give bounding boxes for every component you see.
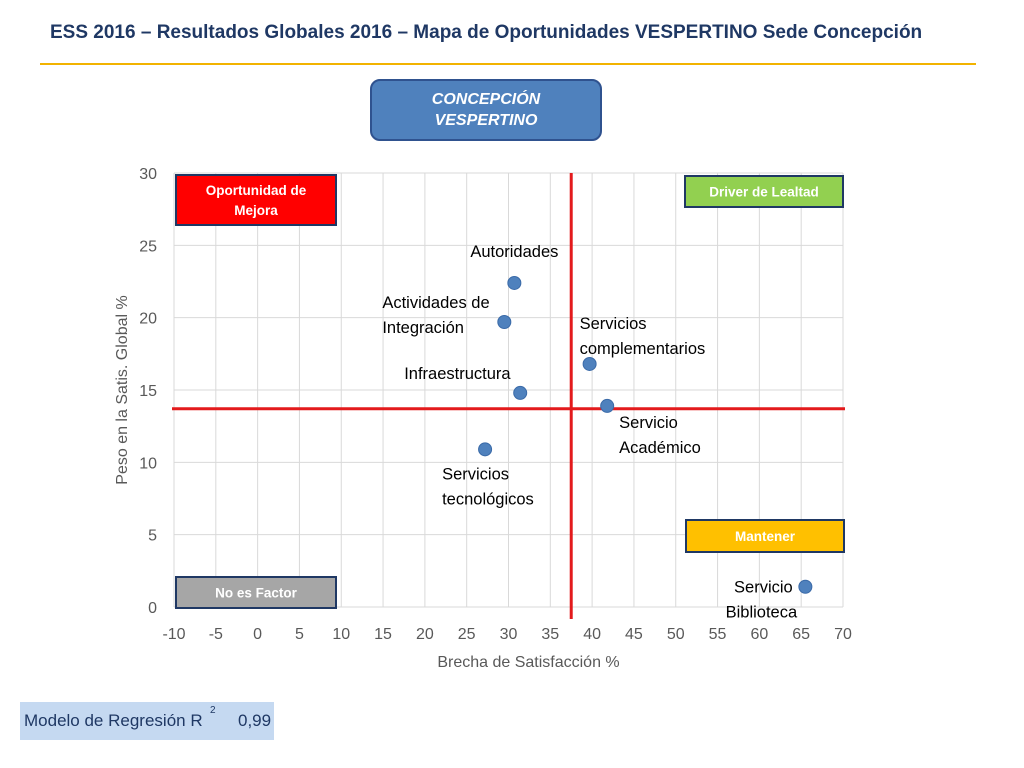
y-tick-label: 25	[139, 238, 157, 255]
data-label: tecnológicos	[442, 490, 534, 508]
x-tick-label: 30	[500, 626, 518, 643]
regression-value: 0,99	[238, 711, 272, 730]
quadrant-opportunity: Oportunidad de Mejora	[175, 174, 337, 226]
x-tick-label: 70	[834, 626, 852, 643]
quadrant-maintain-label: Mantener	[735, 529, 796, 544]
x-tick-label: 60	[750, 626, 768, 643]
x-tick-label: -10	[162, 626, 185, 643]
data-label: Servicio	[734, 579, 793, 597]
data-point	[600, 398, 615, 413]
quadrant-opportunity-label: Mejora	[234, 203, 278, 218]
x-tick-label: 45	[625, 626, 643, 643]
data-label: Integración	[382, 319, 464, 337]
y-tick-label: 30	[139, 166, 157, 183]
x-tick-label: 55	[709, 626, 727, 643]
quadrant-not-factor-box	[175, 576, 337, 609]
y-tick-label: 0	[148, 600, 157, 617]
quadrant-loyalty-driver: Driver de Lealtad	[684, 175, 844, 208]
data-label: Servicio	[619, 414, 678, 432]
data-point	[507, 275, 522, 290]
campus-box-line1: CONCEPCIÓN	[431, 91, 541, 108]
x-tick-label: 40	[583, 626, 601, 643]
regression-label: Modelo de Regresión R	[24, 711, 203, 730]
x-tick-label: 35	[541, 626, 559, 643]
scatter-chart: -10 -5 0 5 10 15 20 25 30 35 40 45 50 55 60 65 70 0 5 10 15 2…	[114, 166, 852, 671]
x-tick-label: 10	[332, 626, 350, 643]
quadrant-opportunity-label: Oportunidad de	[206, 183, 307, 198]
x-tick-label: 5	[295, 626, 304, 643]
data-point	[478, 442, 493, 457]
data-label: Servicios	[580, 315, 647, 333]
y-tick-label: 10	[139, 455, 157, 472]
regression-box: Modelo de Regresión R 2 0,99	[20, 702, 274, 740]
quadrant-loyalty-driver-label: Driver de Lealtad	[709, 185, 819, 200]
x-tick-label: 25	[458, 626, 476, 643]
quadrant-maintain-box	[685, 519, 845, 553]
data-label: complementarios	[580, 340, 706, 358]
x-tick-label: 0	[253, 626, 262, 643]
data-point	[497, 315, 512, 330]
data-label: Servicios	[442, 465, 509, 483]
data-label: Actividades de	[382, 294, 489, 312]
y-axis-title: Peso en la Satis. Global %	[114, 295, 131, 484]
x-axis-title: Brecha de Satisfacción %	[437, 654, 619, 671]
tick-labels: -10 -5 0 5 10 15 20 25 30 35 40 45 50 55 60 65 70 0 5 10 15 2…	[139, 166, 852, 643]
y-tick-label: 20	[139, 311, 157, 328]
data-points: Autoridades Actividades de Integración Serv…	[382, 243, 813, 622]
campus-box-line2: VESPERTINO	[434, 112, 538, 129]
title-divider	[40, 63, 976, 65]
quadrant-not-factor-label: No es Factor	[215, 586, 298, 601]
data-point	[582, 356, 597, 371]
x-tick-label: -5	[209, 626, 223, 643]
data-label: Autoridades	[470, 243, 558, 261]
quadrant-not-factor: No es Factor	[175, 576, 337, 609]
quadrant-loyalty-driver-box	[684, 175, 844, 208]
data-label: Académico	[619, 439, 701, 457]
campus-box: CONCEPCIÓN VESPERTINO	[370, 79, 602, 141]
x-tick-label: 50	[667, 626, 685, 643]
x-tick-label: 65	[792, 626, 810, 643]
y-tick-label: 15	[139, 383, 157, 400]
x-tick-label: 15	[374, 626, 392, 643]
data-label: Biblioteca	[726, 604, 798, 622]
quadrant-opportunity-box	[175, 174, 337, 226]
data-label: Infraestructura	[404, 365, 511, 383]
quadrant-maintain: Mantener	[685, 519, 845, 553]
data-point	[798, 579, 813, 594]
x-tick-label: 20	[416, 626, 434, 643]
regression-superscript: 2	[210, 705, 216, 716]
data-point	[513, 385, 528, 400]
page-title: ESS 2016 – Resultados Globales 2016 – Ma…	[50, 22, 923, 43]
y-tick-label: 5	[148, 528, 157, 545]
